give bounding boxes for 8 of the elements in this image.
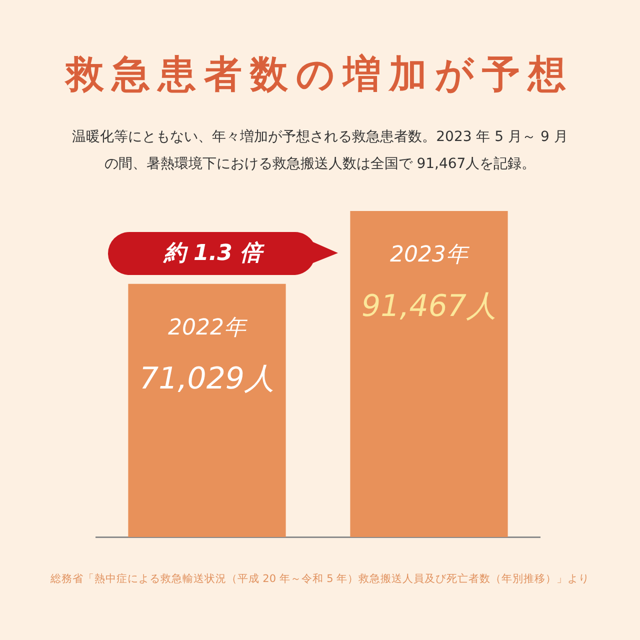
x-tick-label: 2023年	[390, 242, 470, 268]
annotation: 約 1.3 倍	[162, 240, 266, 268]
data-label: 91,467人	[362, 288, 496, 324]
chart-title: 救急患者数の増加が予想	[64, 51, 575, 98]
x-tick-label: 2022年	[168, 316, 248, 341]
data-label: 71,029人	[140, 362, 274, 397]
text: 総務省「熱中症による救急輸送状況（平成 20 年～令和 5 年）救急搬送人員及び死亡者数（年別推移）」より	[49, 572, 591, 586]
chart-subtitle: 温暖化等にともない、年々増加が予想される救急患者数。2023 年 5 月～ 9 月の間、暑熱環境下における救急搬送人数は全国で 91,467人を記録。	[71, 128, 569, 174]
